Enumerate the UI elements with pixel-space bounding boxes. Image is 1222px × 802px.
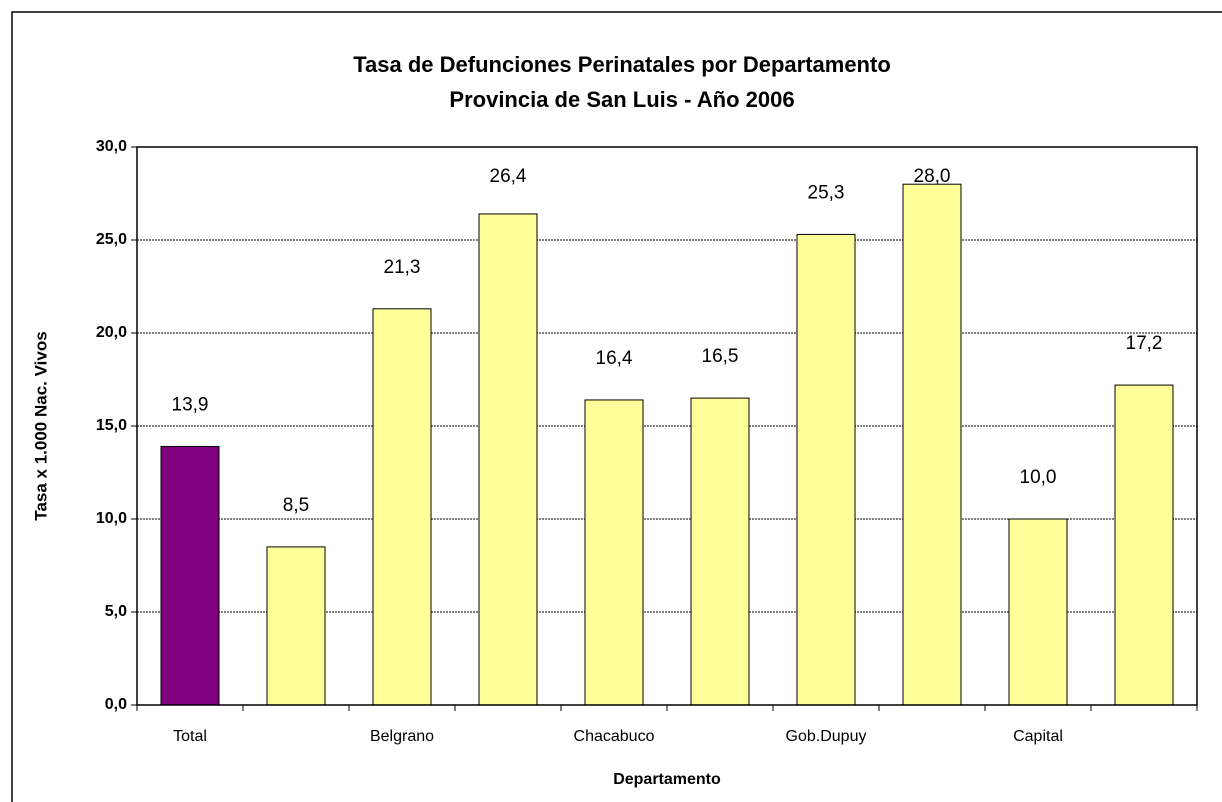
data-label: 17,2 [1126,333,1163,354]
x-axis-label: Departamento [613,771,721,788]
plot-area [136,146,1198,706]
data-label: 10,0 [1020,467,1057,488]
data-label: 25,3 [808,182,845,203]
bar [584,399,644,706]
y-tick-label: 20,0 [96,324,127,341]
data-label: 26,4 [490,166,527,187]
data-label: 16,5 [702,346,739,367]
x-tick-label: Chacabuco [574,728,655,745]
x-tick-label: Gob.Dupuy [786,728,867,745]
y-tick-label: 10,0 [96,510,127,527]
data-label: 13,9 [172,394,209,415]
bar [1114,384,1174,706]
y-tick-label: 15,0 [96,417,127,434]
data-label: 28,0 [914,166,951,187]
chart-subtitle: Provincia de San Luis - Año 2006 [449,87,794,112]
bar [796,233,856,706]
y-tick-label: 25,0 [96,231,127,248]
chart-title: Tasa de Defunciones Perinatales por Depa… [353,52,891,77]
bar [478,213,538,706]
data-label: 8,5 [283,495,309,516]
data-label: 16,4 [596,348,633,369]
x-tick-label: Total [173,728,207,745]
bar [1008,518,1068,706]
bar [690,397,750,706]
bar [372,308,432,706]
bar [266,546,326,706]
x-tick-label: Capital [1013,728,1063,745]
data-label: 21,3 [384,257,421,278]
y-tick-label: 5,0 [105,603,127,620]
y-tick-label: 30,0 [96,138,127,155]
bar [902,183,962,706]
x-tick-label: Belgrano [370,728,434,745]
bar [160,445,220,706]
y-tick-label: 0,0 [105,696,127,713]
y-axis-label: Tasa x 1.000 Nac. Vivos [31,331,50,520]
